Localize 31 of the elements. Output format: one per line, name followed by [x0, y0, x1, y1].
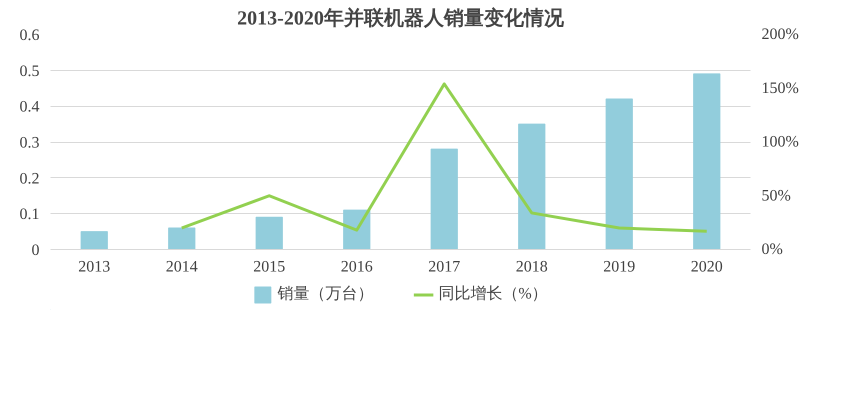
bar — [168, 228, 196, 250]
bar — [606, 98, 633, 250]
legend-label: 销量（万台） — [277, 284, 374, 304]
x-tick-label: 2020 — [690, 258, 723, 276]
x-tick-label: 2015 — [253, 258, 286, 276]
y-tick-label: 0.4 — [20, 98, 40, 116]
chart-title: 2013-2020年并联机器人销量变化情况 — [237, 6, 565, 30]
y-tick-label: 0 — [32, 242, 40, 259]
bar — [693, 73, 720, 250]
y2-tick-label: 0% — [762, 241, 783, 258]
y2-tick-label: 200% — [762, 26, 799, 43]
y2-tick-label: 50% — [762, 187, 791, 204]
y-tick-label: 0.1 — [20, 206, 40, 224]
y-tick-label: 0.2 — [20, 170, 40, 188]
x-tick-label: 2019 — [603, 258, 636, 276]
bar — [430, 148, 458, 250]
line-series — [180, 82, 708, 233]
y-tick-label: 0.5 — [20, 62, 40, 80]
x-tick-label: 2013 — [78, 258, 110, 276]
bar — [80, 231, 108, 250]
y-tick-label: 0.6 — [20, 27, 40, 44]
bar — [518, 124, 546, 250]
y2-tick-label: 150% — [762, 80, 799, 97]
x-tick-label: 2016 — [340, 258, 373, 276]
bar — [256, 216, 283, 250]
y2-tick-label: 100% — [762, 134, 799, 150]
legend-label: 同比增长（%） — [438, 284, 548, 304]
y-tick-label: 0.3 — [20, 134, 40, 152]
x-tick-label: 2018 — [516, 258, 548, 276]
x-tick-label: 2017 — [428, 258, 460, 276]
x-tick-label: 2014 — [166, 258, 198, 276]
